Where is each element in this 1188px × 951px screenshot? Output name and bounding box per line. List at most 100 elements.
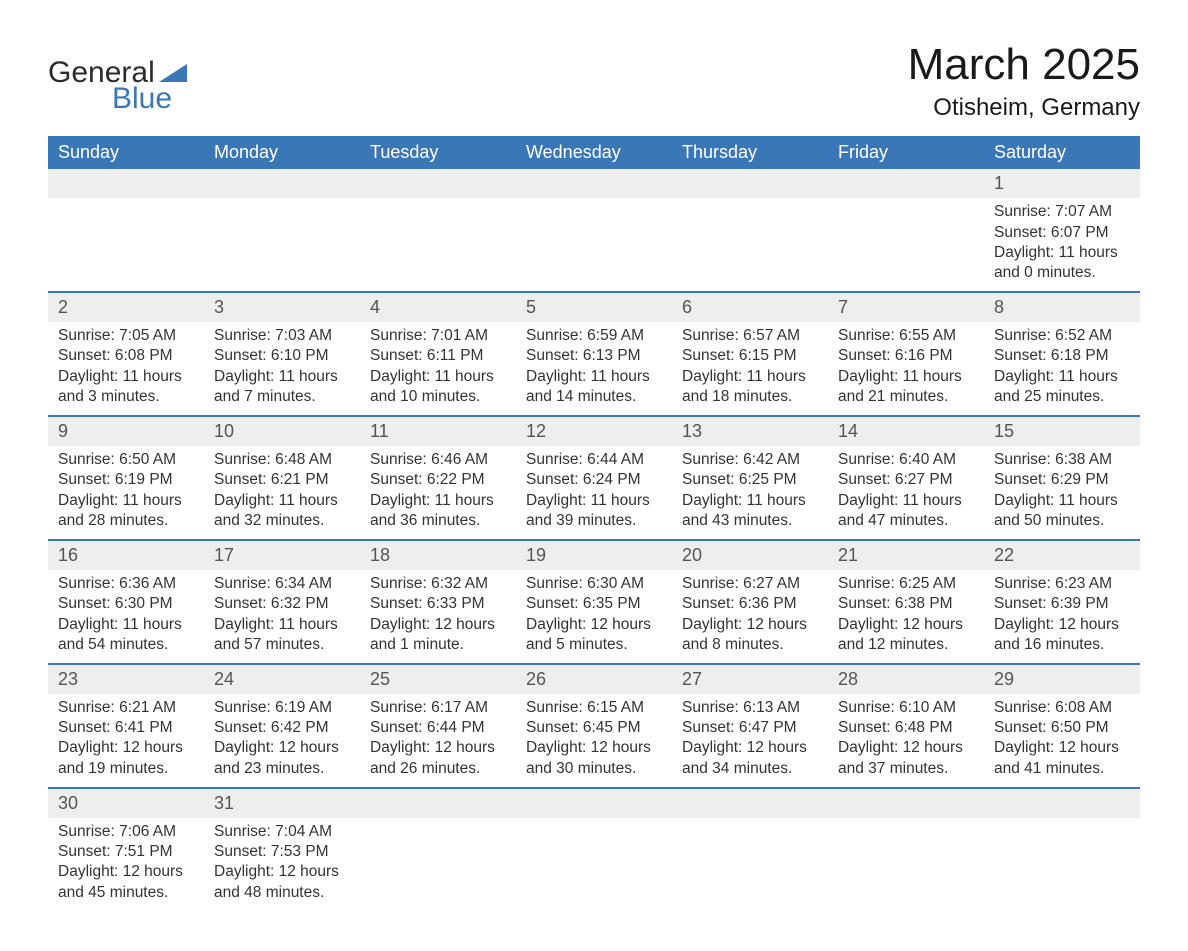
day-detail-cell: Sunrise: 6:34 AMSunset: 6:32 PMDaylight:… (204, 570, 360, 664)
month-title: March 2025 (908, 40, 1140, 90)
day-number-cell: 2 (48, 292, 204, 322)
daylight-text: Daylight: 11 hours and 3 minutes. (58, 367, 196, 407)
day-number-cell: 11 (360, 416, 516, 446)
sunset-text: Sunset: 6:45 PM (526, 718, 664, 738)
sunset-text: Sunset: 6:41 PM (58, 718, 196, 738)
day-detail-cell (672, 818, 828, 911)
day-detail-cell: Sunrise: 6:44 AMSunset: 6:24 PMDaylight:… (516, 446, 672, 540)
day-number-cell: 13 (672, 416, 828, 446)
day-number-cell: 8 (984, 292, 1140, 322)
daylight-text: Daylight: 11 hours and 39 minutes. (526, 491, 664, 531)
daylight-text: Daylight: 11 hours and 21 minutes. (838, 367, 976, 407)
day-detail-cell: Sunrise: 6:57 AMSunset: 6:15 PMDaylight:… (672, 322, 828, 416)
day-number-cell: 19 (516, 540, 672, 570)
day-detail-cell: Sunrise: 6:59 AMSunset: 6:13 PMDaylight:… (516, 322, 672, 416)
sunrise-text: Sunrise: 6:17 AM (370, 698, 508, 718)
week-detail-row: Sunrise: 7:06 AMSunset: 7:51 PMDaylight:… (48, 818, 1140, 911)
sunrise-text: Sunrise: 7:05 AM (58, 326, 196, 346)
sunrise-text: Sunrise: 6:46 AM (370, 450, 508, 470)
daylight-text: Daylight: 12 hours and 26 minutes. (370, 738, 508, 778)
day-detail-cell: Sunrise: 7:07 AMSunset: 6:07 PMDaylight:… (984, 198, 1140, 292)
day-number-cell: 30 (48, 788, 204, 818)
day-number-cell (672, 169, 828, 198)
day-detail-cell: Sunrise: 6:19 AMSunset: 6:42 PMDaylight:… (204, 694, 360, 788)
daylight-text: Daylight: 11 hours and 32 minutes. (214, 491, 352, 531)
day-number-cell: 9 (48, 416, 204, 446)
sunrise-text: Sunrise: 6:10 AM (838, 698, 976, 718)
day-detail-cell (672, 198, 828, 292)
day-number-cell (516, 169, 672, 198)
logo-word2: Blue (112, 84, 187, 114)
day-detail-cell (828, 198, 984, 292)
sunset-text: Sunset: 6:07 PM (994, 223, 1132, 243)
daylight-text: Daylight: 12 hours and 48 minutes. (214, 862, 352, 902)
sunset-text: Sunset: 6:44 PM (370, 718, 508, 738)
day-detail-cell (984, 818, 1140, 911)
sunrise-text: Sunrise: 6:13 AM (682, 698, 820, 718)
daylight-text: Daylight: 12 hours and 34 minutes. (682, 738, 820, 778)
week-daynum-row: 9101112131415 (48, 416, 1140, 446)
sunrise-text: Sunrise: 7:04 AM (214, 822, 352, 842)
sunrise-text: Sunrise: 6:40 AM (838, 450, 976, 470)
day-detail-cell: Sunrise: 7:03 AMSunset: 6:10 PMDaylight:… (204, 322, 360, 416)
day-header: Wednesday (516, 136, 672, 169)
sunset-text: Sunset: 6:33 PM (370, 594, 508, 614)
week-detail-row: Sunrise: 6:21 AMSunset: 6:41 PMDaylight:… (48, 694, 1140, 788)
day-header: Friday (828, 136, 984, 169)
daylight-text: Daylight: 11 hours and 14 minutes. (526, 367, 664, 407)
sunrise-text: Sunrise: 6:25 AM (838, 574, 976, 594)
daylight-text: Daylight: 11 hours and 36 minutes. (370, 491, 508, 531)
sunrise-text: Sunrise: 7:01 AM (370, 326, 508, 346)
day-detail-cell: Sunrise: 6:23 AMSunset: 6:39 PMDaylight:… (984, 570, 1140, 664)
sunset-text: Sunset: 6:08 PM (58, 346, 196, 366)
day-number-cell (48, 169, 204, 198)
sunrise-text: Sunrise: 6:27 AM (682, 574, 820, 594)
sunset-text: Sunset: 6:16 PM (838, 346, 976, 366)
day-number-cell: 17 (204, 540, 360, 570)
day-detail-cell: Sunrise: 6:52 AMSunset: 6:18 PMDaylight:… (984, 322, 1140, 416)
day-number-cell: 21 (828, 540, 984, 570)
sunset-text: Sunset: 6:42 PM (214, 718, 352, 738)
day-detail-cell: Sunrise: 6:08 AMSunset: 6:50 PMDaylight:… (984, 694, 1140, 788)
calendar-body: 1Sunrise: 7:07 AMSunset: 6:07 PMDaylight… (48, 169, 1140, 911)
day-detail-cell: Sunrise: 6:40 AMSunset: 6:27 PMDaylight:… (828, 446, 984, 540)
daylight-text: Daylight: 11 hours and 57 minutes. (214, 615, 352, 655)
daylight-text: Daylight: 11 hours and 10 minutes. (370, 367, 508, 407)
day-number-cell: 25 (360, 664, 516, 694)
day-detail-cell: Sunrise: 6:15 AMSunset: 6:45 PMDaylight:… (516, 694, 672, 788)
day-number-cell: 26 (516, 664, 672, 694)
header: General Blue March 2025 Otisheim, German… (48, 40, 1140, 122)
day-number-cell: 6 (672, 292, 828, 322)
sunrise-text: Sunrise: 6:55 AM (838, 326, 976, 346)
day-detail-cell: Sunrise: 6:17 AMSunset: 6:44 PMDaylight:… (360, 694, 516, 788)
calendar-table: SundayMondayTuesdayWednesdayThursdayFrid… (48, 136, 1140, 911)
sunrise-text: Sunrise: 6:19 AM (214, 698, 352, 718)
day-detail-cell: Sunrise: 6:50 AMSunset: 6:19 PMDaylight:… (48, 446, 204, 540)
sunset-text: Sunset: 6:21 PM (214, 470, 352, 490)
sunset-text: Sunset: 6:48 PM (838, 718, 976, 738)
week-detail-row: Sunrise: 6:36 AMSunset: 6:30 PMDaylight:… (48, 570, 1140, 664)
week-daynum-row: 1 (48, 169, 1140, 198)
day-number-cell: 18 (360, 540, 516, 570)
week-daynum-row: 23242526272829 (48, 664, 1140, 694)
sunset-text: Sunset: 6:10 PM (214, 346, 352, 366)
sunrise-text: Sunrise: 6:23 AM (994, 574, 1132, 594)
day-number-cell (828, 788, 984, 818)
day-detail-cell: Sunrise: 6:25 AMSunset: 6:38 PMDaylight:… (828, 570, 984, 664)
daylight-text: Daylight: 11 hours and 7 minutes. (214, 367, 352, 407)
sunrise-text: Sunrise: 6:30 AM (526, 574, 664, 594)
day-header: Monday (204, 136, 360, 169)
day-detail-cell: Sunrise: 7:01 AMSunset: 6:11 PMDaylight:… (360, 322, 516, 416)
day-number-cell (360, 788, 516, 818)
day-detail-cell: Sunrise: 6:38 AMSunset: 6:29 PMDaylight:… (984, 446, 1140, 540)
day-number-cell: 12 (516, 416, 672, 446)
week-daynum-row: 3031 (48, 788, 1140, 818)
day-number-cell: 14 (828, 416, 984, 446)
day-header: Tuesday (360, 136, 516, 169)
day-detail-cell (516, 198, 672, 292)
daylight-text: Daylight: 11 hours and 54 minutes. (58, 615, 196, 655)
sunrise-text: Sunrise: 6:15 AM (526, 698, 664, 718)
sunrise-text: Sunrise: 6:52 AM (994, 326, 1132, 346)
day-detail-cell: Sunrise: 6:21 AMSunset: 6:41 PMDaylight:… (48, 694, 204, 788)
day-detail-cell: Sunrise: 6:48 AMSunset: 6:21 PMDaylight:… (204, 446, 360, 540)
